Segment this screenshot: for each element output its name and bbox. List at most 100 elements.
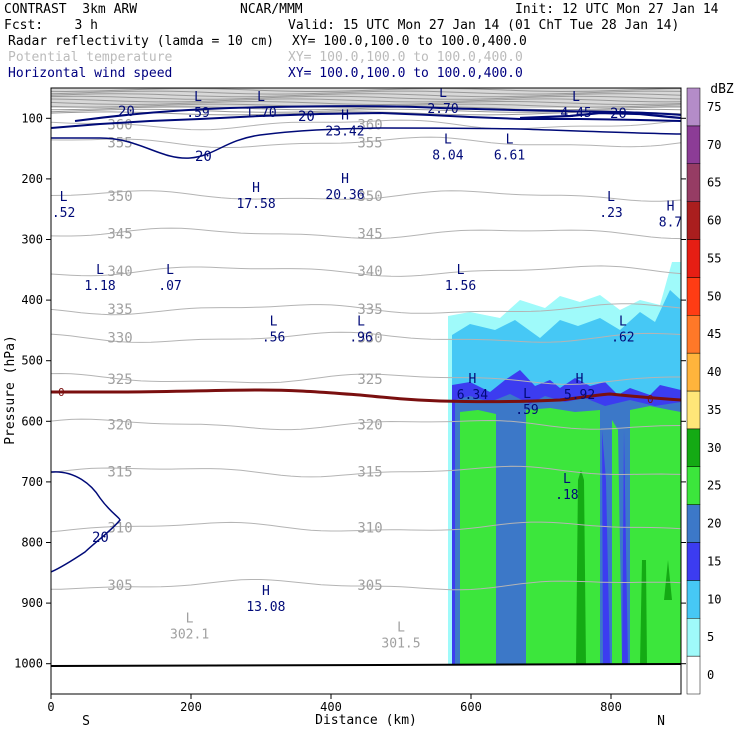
upper-band-line: [51, 90, 681, 95]
colorbar-label-30: 30: [707, 441, 721, 455]
x-axis-title: Distance (km): [315, 713, 417, 728]
theta-contour-330: [51, 331, 681, 343]
colorbar-label-75: 75: [707, 100, 721, 114]
extremum-value-1: 1.70: [245, 106, 276, 121]
upper-band-line: [51, 95, 681, 100]
y-axis-title: Pressure (hPa): [3, 335, 18, 445]
theta-contour-340: [51, 265, 681, 277]
extremum-value-5: 8.04: [432, 149, 463, 164]
theta-label-320-1: 320: [357, 417, 382, 433]
x-tick-label-600: 600: [460, 700, 482, 714]
colorbar-label-50: 50: [707, 289, 721, 303]
extremum-value-9: .52: [52, 206, 75, 221]
extremum-value-22: 13.08: [246, 600, 285, 615]
x-tick-label-800: 800: [600, 700, 622, 714]
extremum-value-17: .62: [611, 330, 634, 345]
colorbar-label-65: 65: [707, 176, 721, 190]
colorbar-swatch-35: [686, 390, 701, 430]
extremum-kind-22: H: [262, 584, 270, 599]
extremum-value-16: .96: [349, 330, 372, 345]
colorbar-swatch-50: [686, 277, 701, 316]
colorbar-swatch-65: [686, 163, 701, 202]
extremum-value-23: 302.1: [170, 627, 209, 642]
extremum-kind-17: L: [619, 314, 627, 329]
theta-label-340-0: 340: [107, 264, 132, 280]
extremum-value-14: 1.56: [445, 279, 476, 294]
theta-label-335-0: 335: [107, 302, 132, 318]
y-tick-label-700: 700: [21, 475, 43, 489]
jet-contour-inner: [74, 105, 681, 122]
extremum-kind-6: L: [506, 133, 514, 148]
theta-contour-305: [51, 579, 681, 591]
extremum-kind-3: L: [572, 90, 580, 105]
jet-core-east: [519, 111, 681, 120]
extremum-value-15: .56: [262, 330, 285, 345]
colorbar-label-70: 70: [707, 138, 721, 152]
colorbar-label-40: 40: [707, 365, 721, 379]
theta-contour-345: [51, 227, 681, 240]
y-tick-label-100: 100: [21, 111, 43, 125]
colorbar-swatch-70: [686, 125, 701, 164]
model-title: CONTRAST 3km ARW: [4, 2, 138, 17]
extremum-value-0: .59: [186, 106, 209, 121]
reflectivity-field: [448, 262, 681, 665]
institution-label: NCAR/MMM: [240, 2, 303, 17]
extremum-value-6: 6.61: [494, 149, 525, 164]
colorbar-label-15: 15: [707, 554, 721, 568]
theta-label-310-0: 310: [107, 520, 132, 536]
extremum-value-2: 2.70: [427, 102, 458, 117]
upper-band-line: [51, 88, 681, 93]
extremum-kind-19: H: [576, 372, 584, 387]
field-name-wind: Horizontal wind speed: [8, 66, 173, 81]
colorbar-unit: dBZ: [710, 82, 734, 97]
colorbar-swatch-45: [686, 315, 701, 354]
reflectivity-25dbz-west: [460, 410, 496, 665]
theta-contour-355: [51, 136, 681, 148]
extremum-kind-13: L: [166, 263, 174, 278]
field-xy-reflectivity: XY= 100.0,100.0 to 100.0,400.0: [292, 34, 527, 49]
x-tick-label-0: 0: [47, 700, 54, 714]
forecast-hour: Fcst: 3 h: [4, 18, 98, 33]
theta-label-325-0: 325: [107, 372, 132, 388]
extremum-value-20: .59: [515, 403, 538, 418]
extremum-kind-18: H: [468, 372, 476, 387]
reflectivity-colorbar: 0 5 10 15 20 25 30 35 40 45 50 55 60 65 70 75: [686, 87, 721, 695]
init-time: Init: 12 UTC Mon 27 Jan 14: [515, 2, 719, 17]
surface-line: [50, 663, 682, 667]
extremum-kind-12: L: [96, 263, 104, 278]
jet-contour-lower: [51, 127, 681, 159]
extremum-kind-7: H: [341, 172, 349, 187]
extremum-value-13: .07: [158, 279, 181, 294]
theta-label-345-0: 345: [107, 226, 132, 242]
extremum-kind-14: L: [457, 263, 465, 278]
reflectivity-25dbz-central: [526, 408, 600, 665]
theta-label-355-1: 355: [357, 136, 382, 152]
colorbar-label-20: 20: [707, 517, 721, 531]
extremum-value-21: .18: [555, 488, 578, 503]
theta-contour-320: [51, 418, 681, 431]
y-tick-label-500: 500: [21, 354, 43, 368]
extremum-kind-10: L: [607, 190, 615, 205]
theta-contour-325: [51, 372, 681, 385]
extremum-kind-23: L: [186, 611, 194, 626]
colorbar-swatch-60: [686, 201, 701, 240]
colorbar-label-25: 25: [707, 479, 721, 493]
colorbar-label-0: 0: [707, 668, 714, 682]
y-tick-label-600: 600: [21, 414, 43, 428]
extremum-kind-9: L: [60, 190, 68, 205]
reflectivity-20dbz-gap: [602, 430, 628, 665]
low-level-wind-contour: [51, 471, 121, 573]
wind-label-3: 20: [195, 149, 212, 165]
colorbar-label-55: 55: [707, 251, 721, 265]
theta-label-360-1: 360: [357, 117, 382, 133]
extremum-kind-2: L: [439, 86, 447, 101]
x-axis-south-label: S: [82, 714, 90, 729]
theta-label-325-1: 325: [357, 372, 382, 388]
theta-label-305-0: 305: [107, 578, 132, 594]
theta-label-360-0: 360: [107, 117, 132, 133]
extremum-value-24: 301.5: [381, 636, 420, 651]
upper-band-line: [51, 98, 681, 103]
upper-band-line: [51, 106, 681, 111]
